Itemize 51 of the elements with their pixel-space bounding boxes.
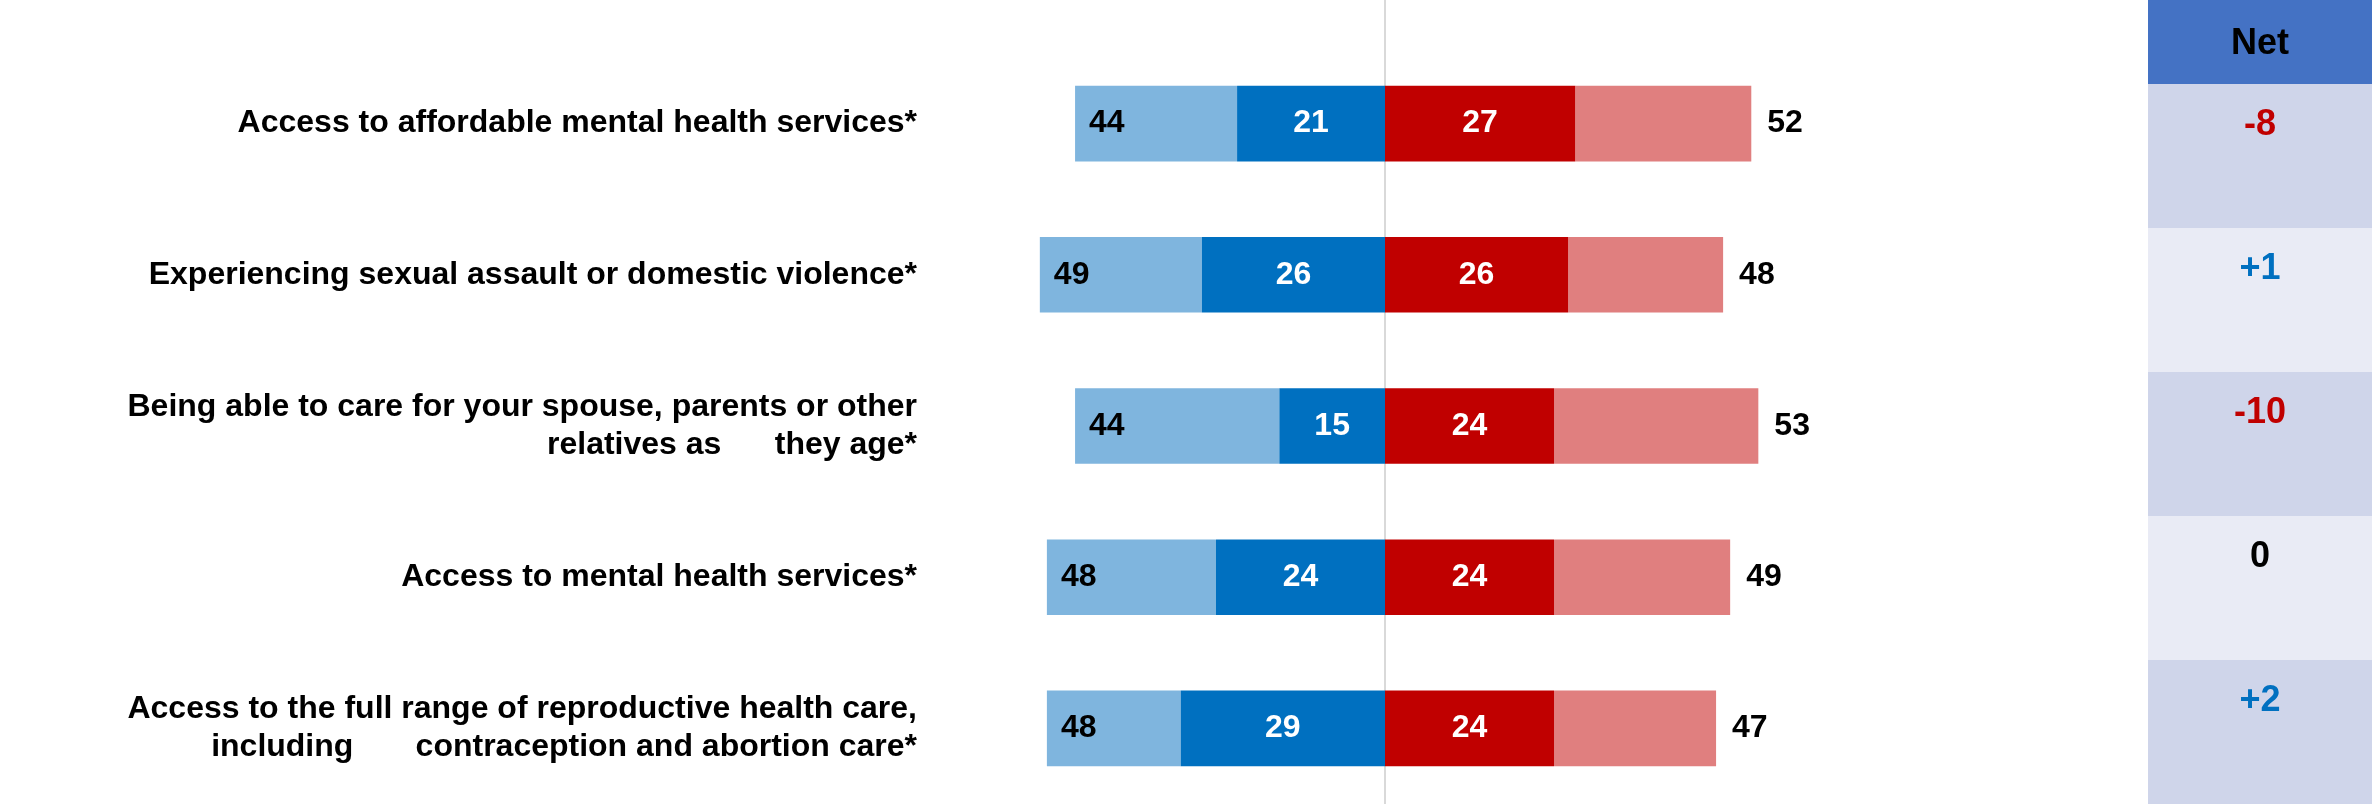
annotation: 49 xyxy=(1746,557,1782,594)
bar xyxy=(1554,539,1731,615)
bar xyxy=(1385,690,1555,767)
annotation: 24 xyxy=(1282,557,1319,594)
bar xyxy=(1575,85,1752,162)
bar xyxy=(1279,388,1385,464)
text: 0 xyxy=(2148,516,2372,660)
annotation: 48 xyxy=(1060,708,1097,745)
bar xyxy=(1385,539,1555,615)
data-label: 26 xyxy=(1458,254,1495,291)
bar xyxy=(1046,539,1216,615)
annotation: 48 xyxy=(1060,557,1097,594)
annotation: 47 xyxy=(1732,708,1768,745)
text: -8 xyxy=(2148,84,2372,228)
data-label: 24 xyxy=(1451,708,1488,745)
bar xyxy=(1385,237,1569,313)
bar xyxy=(1554,388,1759,464)
annotation: 48 xyxy=(1739,254,1775,291)
bar xyxy=(1385,388,1555,464)
bar xyxy=(1075,388,1280,464)
data-label: 27 xyxy=(1462,103,1498,140)
y-tick-label: Access to affordable mental health services* xyxy=(237,103,918,140)
annotation: 21 xyxy=(1293,103,1329,140)
annotation: 26 xyxy=(1275,254,1312,291)
y-tick-label: Access to the full range of reproductive health care, including contraception and abortion care* xyxy=(127,689,918,764)
bar xyxy=(1554,690,1717,767)
annotation: 44 xyxy=(1089,103,1125,140)
bar xyxy=(1215,539,1385,615)
annotation: 53 xyxy=(1774,405,1810,442)
bar xyxy=(1237,85,1385,162)
y-tick-label: Experiencing sexual assault or domestic violence* xyxy=(148,254,918,291)
annotation: 49 xyxy=(1053,254,1090,291)
annotation: 44 xyxy=(1089,405,1125,442)
text: -10 xyxy=(2148,372,2372,516)
bar xyxy=(1568,237,1724,313)
bar xyxy=(1385,85,1576,162)
annotation: 29 xyxy=(1265,708,1301,745)
data-label: 24 xyxy=(1451,557,1488,594)
data-label: 24 xyxy=(1451,405,1488,442)
bar xyxy=(1075,85,1238,162)
y-tick-label: Being able to care for your spouse, parents or other relatives as they age* xyxy=(127,386,918,461)
bar xyxy=(1180,690,1385,767)
y-tick-label: Access to mental health services* xyxy=(401,557,918,594)
text: Net xyxy=(2148,0,2372,84)
bar xyxy=(1201,237,1385,313)
annotation: 52 xyxy=(1767,103,1803,140)
text: +1 xyxy=(2148,228,2372,372)
annotation: 15 xyxy=(1314,405,1350,442)
bar xyxy=(1039,237,1202,313)
text: +2 xyxy=(2148,660,2372,804)
bar xyxy=(1046,690,1181,767)
